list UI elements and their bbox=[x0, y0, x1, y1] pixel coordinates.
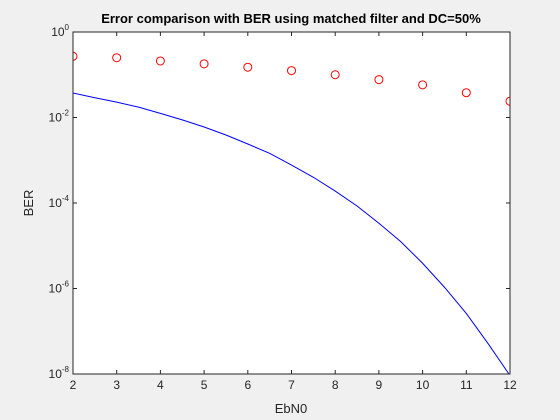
y-axis-label: BER bbox=[21, 190, 36, 217]
x-tick-label: 9 bbox=[376, 378, 383, 392]
x-tick-label: 4 bbox=[157, 378, 164, 392]
x-tick-label: 11 bbox=[460, 378, 473, 392]
plot-area bbox=[73, 32, 510, 374]
x-tick-label: 3 bbox=[113, 378, 120, 392]
x-tick-label: 10 bbox=[416, 378, 430, 392]
x-tick-label: 2 bbox=[70, 378, 77, 392]
x-axis-label: EbN0 bbox=[275, 401, 308, 416]
x-tick-label: 6 bbox=[244, 378, 251, 392]
x-tick-label: 8 bbox=[332, 378, 339, 392]
x-tick-label: 5 bbox=[201, 378, 208, 392]
x-tick-label: 12 bbox=[503, 378, 517, 392]
chart-title: Error comparison with BER using matched … bbox=[101, 11, 481, 26]
x-tick-label: 7 bbox=[288, 378, 295, 392]
